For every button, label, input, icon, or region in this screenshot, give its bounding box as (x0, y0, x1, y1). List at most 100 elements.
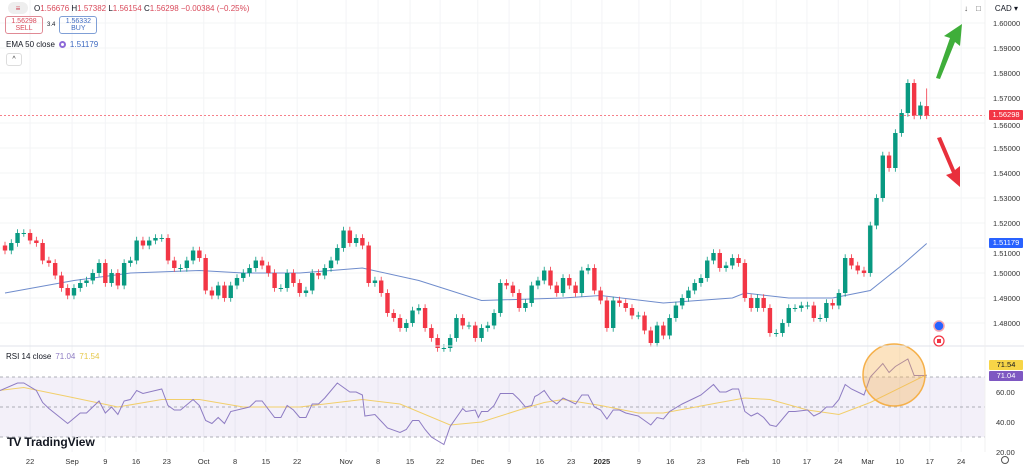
candle-body (429, 328, 434, 338)
sell-label: SELL (15, 25, 33, 32)
candle-body (654, 325, 660, 343)
last-price-tag: 1.56298 (989, 110, 1023, 120)
candle-body (416, 308, 422, 311)
candle-body (761, 298, 766, 308)
rsi-value: 71.04 (55, 352, 76, 361)
candle-body (535, 280, 541, 286)
spread: 3.4 (47, 22, 56, 28)
candle-body (84, 280, 89, 283)
candle-body (328, 260, 334, 268)
candle-body (27, 233, 33, 241)
candle-body (723, 265, 729, 268)
candle-body (46, 260, 52, 263)
time-tick-label: Dec (471, 457, 485, 466)
buy-price: 1.56332 (65, 18, 91, 25)
candle-body (842, 258, 848, 293)
settings-icon[interactable] (58, 41, 66, 48)
candle-body (272, 273, 277, 288)
candle-body (491, 313, 497, 326)
candle-body (165, 238, 171, 261)
rsi-label: RSI 14 close (6, 352, 52, 361)
candle-body (316, 273, 321, 276)
candle-body (529, 285, 534, 303)
candle-body (391, 313, 396, 318)
candle-body (642, 315, 647, 331)
candle-body (705, 260, 710, 278)
candle-body (830, 303, 835, 306)
candle-body (266, 265, 271, 273)
candle-body (372, 280, 378, 283)
time-tick-label: 23 (696, 457, 706, 466)
candles (2, 79, 929, 352)
time-tick-label: 23 (567, 457, 576, 466)
ema-legend[interactable]: EMA 50 close 1.51179 (6, 40, 98, 49)
high-label: H (71, 3, 78, 13)
fullscreen-icon[interactable]: □ (976, 3, 981, 13)
candle-body (190, 250, 196, 261)
candle-body (203, 258, 208, 291)
candle-body (868, 225, 873, 273)
sell-button[interactable]: 1.56298 SELL (5, 16, 43, 34)
candle-body (573, 285, 578, 293)
candle-body (742, 263, 748, 298)
candle-body (140, 240, 146, 246)
candle-body (679, 298, 685, 306)
candle-body (604, 300, 610, 328)
candle-body (805, 305, 810, 307)
candle-body (466, 325, 472, 327)
price-tick-label: 1.60000 (993, 18, 1021, 28)
candle-body (52, 263, 58, 276)
candle-body (404, 323, 409, 328)
price-tick-label: 1.51000 (993, 249, 1021, 258)
candle-body (836, 293, 842, 306)
candle-body (341, 230, 346, 248)
collapse-legend-button[interactable]: ^ (6, 53, 22, 66)
buy-button[interactable]: 1.56332 BUY (59, 16, 98, 34)
candle-body (579, 270, 585, 293)
candle-body (291, 273, 296, 283)
event-icon[interactable] (933, 320, 945, 332)
candle-body (730, 258, 735, 266)
candle-body (147, 240, 152, 246)
rsi-legend[interactable]: RSI 14 close 71.04 71.54 (6, 352, 99, 361)
open-value: 1.56676 (40, 3, 70, 13)
candle-body (385, 293, 390, 313)
time-tick-label: Oct (197, 457, 210, 466)
time-tick-label: Mar (861, 457, 875, 466)
rsi-highlight-circle (862, 343, 926, 407)
candle-body (134, 240, 139, 261)
price-tick-label: 1.49000 (993, 293, 1021, 303)
menu-icon[interactable]: ≡ (8, 2, 28, 14)
candle-body (2, 245, 8, 251)
time-tick-label: 9 (507, 457, 512, 466)
candle-body (447, 338, 453, 348)
candle-body (397, 318, 403, 328)
open-label: O (34, 3, 41, 13)
rsi-tick-label: 20.00 (996, 447, 1015, 457)
up-arrow-icon (936, 24, 962, 79)
price-tick-label: 1.52000 (993, 218, 1021, 228)
candle-body (542, 270, 547, 281)
candle-body (9, 243, 14, 251)
candle-body (623, 303, 628, 308)
candle-body (222, 285, 227, 298)
top-right-toolbar: ↓ □ CAD ▾ (964, 0, 1024, 16)
settings-icon[interactable] (1001, 456, 1009, 464)
down-arrow-icon (937, 137, 960, 187)
rsi-tick-label: 60.00 (996, 387, 1015, 397)
candle-body (247, 268, 252, 273)
candle-body (379, 280, 384, 293)
candle-body (128, 260, 133, 263)
candle-body (661, 325, 666, 336)
price-tick-label: 1.48000 (993, 318, 1021, 328)
download-icon[interactable]: ↓ (964, 3, 969, 13)
ohlc-values: O1.56676 H1.57382 L1.56154 C1.56298 −0.0… (34, 4, 249, 13)
candle-body (636, 315, 641, 317)
currency-select[interactable]: CAD ▾ (994, 3, 1018, 13)
price-tick-label: 1.57000 (993, 93, 1021, 103)
candle-body (516, 293, 522, 308)
candle-body (322, 268, 327, 276)
candle-body (717, 253, 722, 268)
candle-body (441, 348, 447, 349)
